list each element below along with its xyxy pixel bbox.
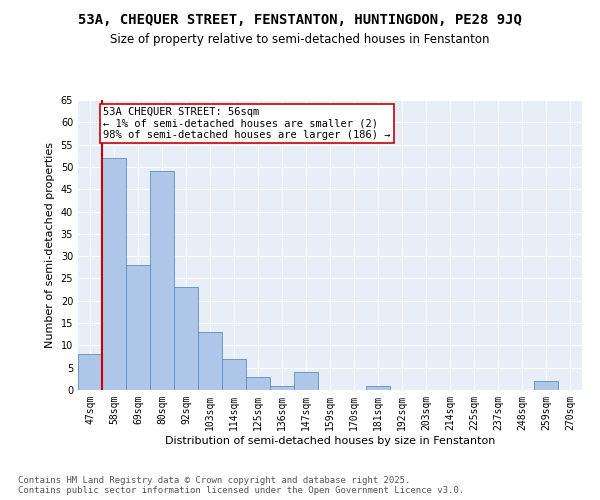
Text: 53A CHEQUER STREET: 56sqm
← 1% of semi-detached houses are smaller (2)
98% of se: 53A CHEQUER STREET: 56sqm ← 1% of semi-d… — [103, 106, 391, 140]
Y-axis label: Number of semi-detached properties: Number of semi-detached properties — [45, 142, 55, 348]
Text: Contains HM Land Registry data © Crown copyright and database right 2025.
Contai: Contains HM Land Registry data © Crown c… — [18, 476, 464, 495]
Bar — [270, 386, 294, 390]
Bar — [174, 288, 198, 390]
Bar — [150, 172, 174, 390]
X-axis label: Distribution of semi-detached houses by size in Fenstanton: Distribution of semi-detached houses by … — [165, 436, 495, 446]
Bar — [222, 359, 246, 390]
Bar — [246, 376, 270, 390]
Bar — [198, 332, 222, 390]
Bar — [366, 386, 390, 390]
Text: 53A, CHEQUER STREET, FENSTANTON, HUNTINGDON, PE28 9JQ: 53A, CHEQUER STREET, FENSTANTON, HUNTING… — [78, 12, 522, 26]
Text: Size of property relative to semi-detached houses in Fenstanton: Size of property relative to semi-detach… — [110, 32, 490, 46]
Bar — [534, 381, 558, 390]
Bar — [294, 372, 318, 390]
Bar — [102, 158, 126, 390]
Bar — [126, 265, 150, 390]
Bar — [78, 354, 102, 390]
